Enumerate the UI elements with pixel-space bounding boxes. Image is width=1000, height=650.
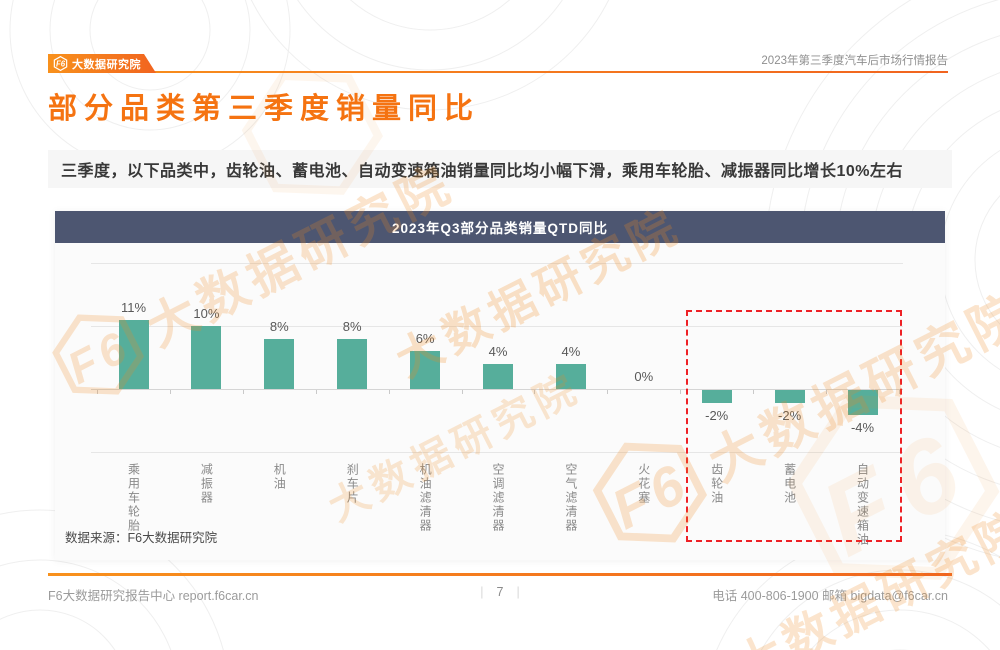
separator: | bbox=[480, 585, 484, 599]
logo-text: 大数据研究院 bbox=[72, 58, 141, 71]
bar-value-label: 4% bbox=[488, 343, 508, 359]
category-label: 机油 bbox=[272, 463, 287, 491]
axis-tick bbox=[534, 390, 536, 394]
highlight-dashed-box bbox=[685, 310, 903, 542]
bar-value-label: -2% bbox=[705, 407, 729, 423]
category-label: 蓄电池 bbox=[782, 463, 797, 505]
category-label: 空气滤清器 bbox=[563, 463, 578, 533]
bar-value-label: 4% bbox=[561, 343, 581, 359]
bar-value-label: 11% bbox=[120, 299, 147, 315]
subtitle-text: 三季度，以下品类中，齿轮油、蓄电池、自动变速箱油销量同比均小幅下滑，乘用车轮胎、… bbox=[61, 163, 904, 180]
chart-bar bbox=[337, 338, 368, 389]
bar-value-label: 10% bbox=[193, 306, 220, 321]
data-source-note: 数据来源：F6大数据研究院 bbox=[65, 531, 218, 545]
category-label: 减振器 bbox=[199, 463, 214, 505]
footer-orange-rule bbox=[48, 573, 952, 576]
report-title: 2023年第三季度汽车后市场行情报告 bbox=[761, 55, 948, 67]
axis-tick bbox=[461, 390, 463, 394]
bar-value-label: 0% bbox=[634, 369, 654, 384]
chart-bar bbox=[774, 390, 805, 403]
bar-value-label: -2% bbox=[778, 407, 802, 423]
page-title: 部分品类第三季度销量同比 bbox=[48, 93, 481, 125]
axis-tick bbox=[315, 390, 317, 394]
page-number: 7 bbox=[496, 585, 504, 599]
footer-page-number-group: | 7 | bbox=[0, 585, 1000, 599]
subtitle-strip: 三季度，以下品类中，齿轮油、蓄电池、自动变速箱油销量同比均小幅下滑，乘用车轮胎、… bbox=[48, 150, 952, 188]
category-label: 火花塞 bbox=[636, 463, 651, 505]
footer-report-center: F6大数据研究报告中心 report.f6car.cn bbox=[48, 589, 259, 603]
category-label: 齿轮油 bbox=[709, 463, 724, 505]
category-label: 自动变速箱油 bbox=[855, 463, 870, 547]
axis-tick bbox=[826, 390, 828, 394]
axis-tick bbox=[388, 390, 390, 394]
f6-logo-tab: F6 大数据研究院 bbox=[48, 54, 156, 73]
category-label: 乘用车轮胎 bbox=[126, 463, 141, 533]
chart-bar bbox=[264, 338, 295, 389]
category-label: 机油滤清器 bbox=[418, 463, 433, 533]
chart-bar bbox=[483, 363, 513, 389]
footer-contact: 电话 400-806-1900 邮箱 bigdata@f6car.cn bbox=[712, 589, 948, 603]
axis-tick bbox=[680, 390, 682, 394]
category-label: 空调滤清器 bbox=[491, 463, 505, 533]
bar-value-label: 8% bbox=[342, 318, 362, 334]
axis-tick bbox=[753, 390, 755, 394]
chart-bar bbox=[847, 390, 878, 416]
bar-value-label: 6% bbox=[415, 331, 435, 347]
f6-logo-mark: F6 bbox=[56, 60, 66, 69]
axis-tick bbox=[607, 390, 609, 394]
chart-bar bbox=[701, 390, 732, 403]
axis-tick bbox=[169, 390, 171, 394]
axis-tick bbox=[97, 390, 99, 394]
chart-bar bbox=[191, 326, 222, 389]
bar-value-label: 8% bbox=[269, 318, 289, 334]
x-axis-line bbox=[91, 389, 903, 390]
chart-bar bbox=[118, 319, 149, 389]
chart-bar bbox=[555, 363, 586, 389]
gridline bbox=[91, 326, 903, 327]
axis-tick bbox=[898, 390, 900, 394]
gridline bbox=[91, 452, 903, 453]
gridline bbox=[91, 263, 903, 264]
axis-tick bbox=[242, 390, 244, 394]
chart-card: 2023年Q3部分品类销量QTD同比 11% 乘用车轮胎 10% 减振器 8% 机油 8% 刹… bbox=[55, 211, 945, 560]
category-label: 刹车片 bbox=[345, 463, 360, 505]
chart-title-bar: 2023年Q3部分品类销量QTD同比 bbox=[55, 211, 945, 243]
top-orange-rule bbox=[48, 71, 948, 73]
chart-bar bbox=[410, 351, 441, 389]
f6-hexagon-icon: F6 bbox=[53, 56, 68, 71]
bar-value-label: -4% bbox=[850, 420, 875, 436]
separator: | bbox=[516, 585, 520, 599]
